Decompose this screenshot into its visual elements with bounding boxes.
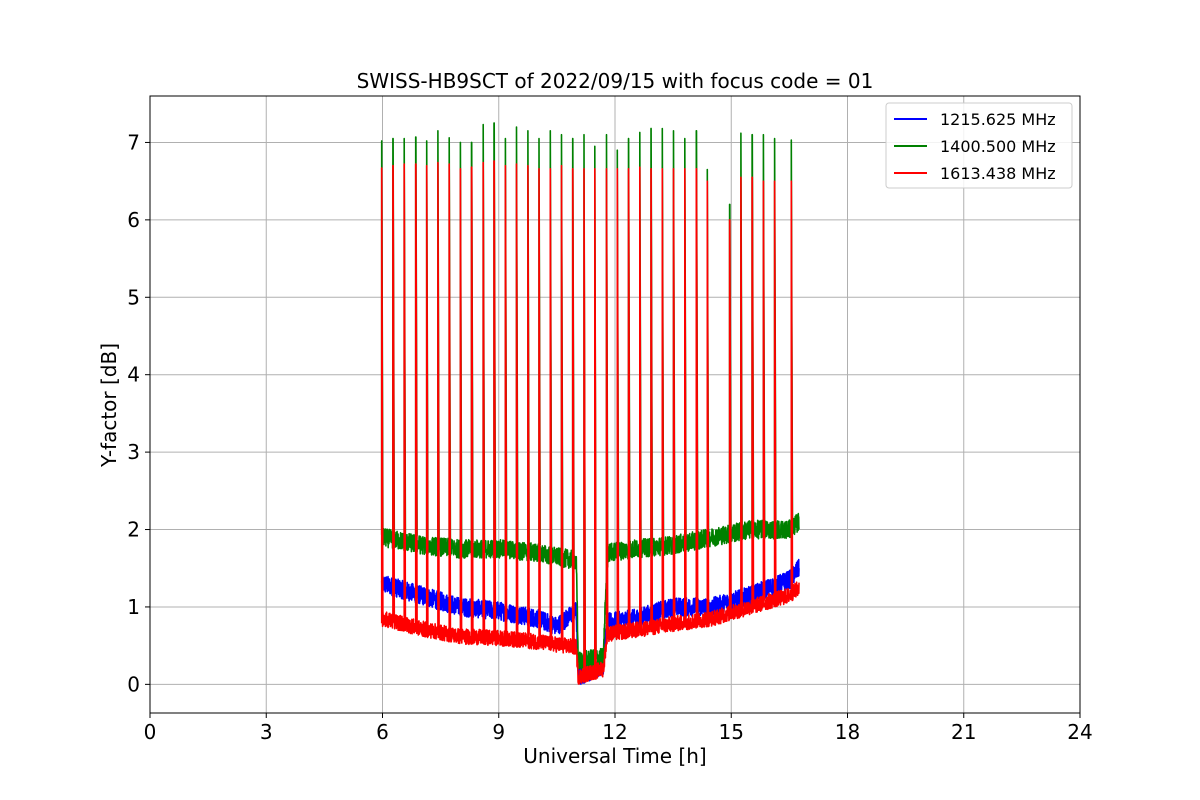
y-tick-label: 7 (127, 130, 140, 154)
y-axis: 0 1 2 3 4 5 6 7 (127, 130, 150, 696)
x-axis-label: Universal Time [h] (523, 744, 706, 768)
x-tick-label: 21 (951, 720, 976, 744)
x-tick-label: 15 (719, 720, 744, 744)
y-tick-label: 6 (127, 208, 140, 232)
y-tick-label: 5 (127, 285, 140, 309)
y-tick-label: 4 (127, 363, 140, 387)
x-tick-label: 3 (260, 720, 273, 744)
y-tick-label: 1 (127, 595, 140, 619)
series-layer (380, 122, 800, 685)
x-tick-label: 18 (835, 720, 860, 744)
x-tick-label: 0 (144, 720, 157, 744)
x-tick-label: 6 (376, 720, 389, 744)
x-axis: 0 3 6 9 12 15 18 21 24 (144, 713, 1093, 744)
x-tick-label: 9 (492, 720, 505, 744)
legend-box (885, 102, 1073, 189)
y-tick-label: 0 (127, 672, 140, 696)
legend-label: 1215.625 MHz (940, 110, 1056, 129)
chart-title: SWISS-HB9SCT of 2022/09/15 with focus co… (357, 69, 874, 93)
y-tick-label: 2 (127, 518, 140, 542)
legend: 1215.625 MHz 1400.500 MHz 1613.438 MHz (885, 102, 1073, 189)
legend-label: 1400.500 MHz (940, 137, 1056, 156)
legend-label: 1613.438 MHz (940, 164, 1056, 183)
x-tick-label: 24 (1067, 720, 1092, 744)
y-axis-label: Y-factor [dB] (97, 343, 121, 468)
series-line-3 (380, 160, 800, 685)
y-tick-label: 3 (127, 440, 140, 464)
x-tick-label: 12 (602, 720, 627, 744)
